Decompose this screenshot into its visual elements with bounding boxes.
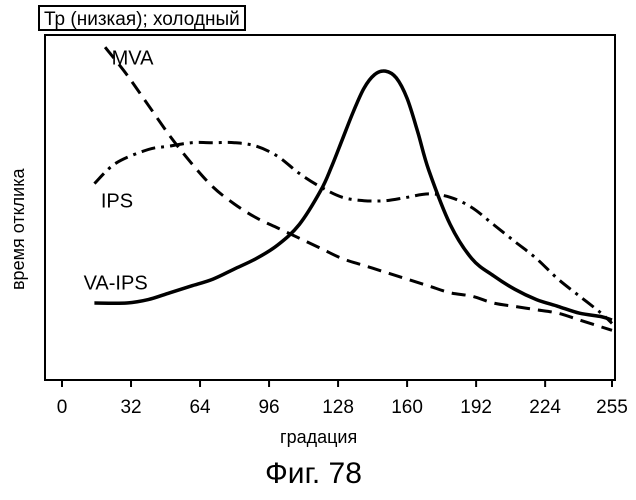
x-tick-label-128: 128 — [322, 397, 354, 418]
x-tick-label-160: 160 — [391, 397, 423, 418]
figure-caption: Фиг. 78 — [265, 457, 362, 491]
x-tick-label-192: 192 — [460, 397, 492, 418]
chart-title: Тр (низкая); холодный — [38, 5, 246, 31]
x-tick-label-0: 0 — [57, 397, 68, 418]
x-axis-label: градация — [280, 427, 357, 448]
y-axis-label: время отклика — [8, 169, 29, 290]
x-tick-label-255: 255 — [596, 397, 628, 418]
x-tick-label-96: 96 — [258, 397, 279, 418]
series-line-va-ips — [94, 71, 612, 320]
x-tick-label-224: 224 — [529, 397, 561, 418]
series-label-va-ips: VA-IPS — [84, 272, 148, 294]
series-label-mva: MVA — [112, 47, 155, 69]
series-line-ips — [94, 142, 612, 323]
series-lines — [94, 47, 612, 330]
series-label-ips: IPS — [101, 191, 133, 213]
x-axis-ticks: 0 32 64 96 128 160 192 224 255 — [57, 380, 628, 418]
series-labels: MVA IPS VA-IPS — [84, 47, 155, 294]
x-tick-label-64: 64 — [189, 397, 211, 418]
x-tick-label-32: 32 — [120, 397, 141, 418]
